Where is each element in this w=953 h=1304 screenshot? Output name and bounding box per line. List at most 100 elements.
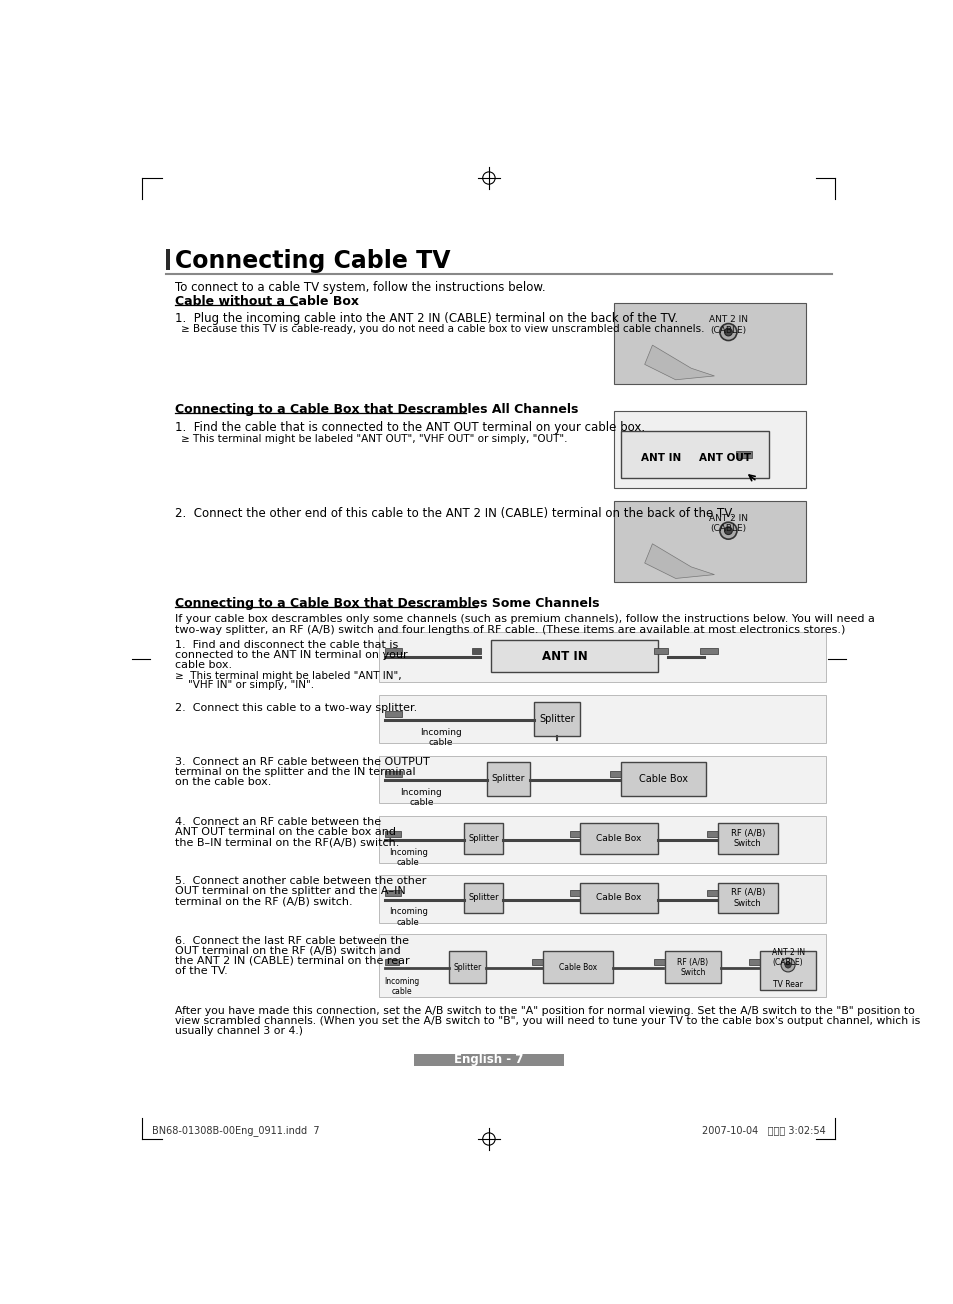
- Text: Incoming
cable: Incoming cable: [389, 908, 427, 927]
- Text: Splitter: Splitter: [468, 835, 498, 844]
- Text: TV Rear: TV Rear: [772, 981, 802, 990]
- Text: Splitter: Splitter: [538, 713, 575, 724]
- Circle shape: [723, 329, 732, 336]
- Text: To connect to a cable TV system, follow the instructions below.: To connect to a cable TV system, follow …: [174, 282, 545, 295]
- Bar: [706, 831, 717, 837]
- Text: on the cable box.: on the cable box.: [174, 777, 272, 788]
- Circle shape: [723, 527, 732, 535]
- Text: ≥ This terminal might be labeled "ANT OUT", "VHF OUT" or simply, "OUT".: ≥ This terminal might be labeled "ANT OU…: [181, 434, 567, 443]
- Text: Splitter: Splitter: [453, 962, 481, 971]
- Text: terminal on the RF (A/B) switch.: terminal on the RF (A/B) switch.: [174, 896, 353, 906]
- Bar: [378, 632, 825, 682]
- Text: Incoming
cable: Incoming cable: [384, 977, 419, 996]
- Text: ANT 2 IN
(CABLE): ANT 2 IN (CABLE): [771, 948, 803, 968]
- Bar: [414, 1054, 563, 1065]
- Text: English - 7: English - 7: [454, 1054, 523, 1067]
- Text: 4.  Connect an RF cable between the: 4. Connect an RF cable between the: [174, 818, 381, 827]
- Bar: [542, 951, 612, 983]
- Text: connected to the ANT IN terminal on your: connected to the ANT IN terminal on your: [174, 651, 407, 660]
- Bar: [534, 702, 579, 735]
- Text: ANT 2 IN
(CABLE): ANT 2 IN (CABLE): [708, 316, 747, 335]
- Bar: [385, 891, 400, 896]
- Circle shape: [784, 962, 790, 968]
- Text: 2007-10-04   オーバ 3:02:54: 2007-10-04 オーバ 3:02:54: [701, 1125, 825, 1136]
- Text: ANT IN: ANT IN: [640, 452, 680, 463]
- Text: BN68-01308B-00Eng_0911.indd  7: BN68-01308B-00Eng_0911.indd 7: [152, 1125, 319, 1136]
- Bar: [378, 755, 825, 803]
- Bar: [532, 958, 542, 965]
- Bar: [760, 951, 815, 990]
- Bar: [579, 823, 658, 854]
- Text: Connecting Cable TV: Connecting Cable TV: [174, 249, 450, 273]
- Text: ≥ Because this TV is cable-ready, you do not need a cable box to view unscramble: ≥ Because this TV is cable-ready, you do…: [181, 325, 704, 334]
- Circle shape: [720, 522, 736, 539]
- Text: "VHF IN" or simply, "IN".: "VHF IN" or simply, "IN".: [174, 681, 314, 690]
- Text: Cable Box: Cable Box: [596, 893, 641, 902]
- Circle shape: [781, 958, 794, 971]
- Text: RF (A/B)
Switch: RF (A/B) Switch: [677, 957, 707, 977]
- Text: 1.  Find the cable that is connected to the ANT OUT terminal on your cable box.: 1. Find the cable that is connected to t…: [174, 421, 644, 434]
- Bar: [378, 934, 825, 998]
- Bar: [717, 883, 778, 913]
- Bar: [736, 451, 751, 458]
- Text: 1.  Find and disconnect the cable that is: 1. Find and disconnect the cable that is: [174, 640, 398, 649]
- Bar: [717, 823, 778, 854]
- Text: RF (A/B)
Switch: RF (A/B) Switch: [730, 829, 764, 849]
- Bar: [378, 875, 825, 923]
- Text: Cable Box: Cable Box: [639, 773, 687, 784]
- Text: Incoming
cable: Incoming cable: [419, 728, 461, 747]
- Bar: [385, 711, 402, 717]
- Bar: [664, 951, 720, 983]
- Text: After you have made this connection, set the A/B switch to the "A" position for : After you have made this connection, set…: [174, 1005, 914, 1016]
- Text: ≥  This terminal might be labeled "ANT IN",: ≥ This terminal might be labeled "ANT IN…: [174, 670, 401, 681]
- Bar: [385, 771, 402, 777]
- Text: usually channel 3 or 4.): usually channel 3 or 4.): [174, 1026, 303, 1035]
- Text: Splitter: Splitter: [468, 893, 498, 902]
- Text: OUT terminal on the RF (A/B) switch and: OUT terminal on the RF (A/B) switch and: [174, 945, 400, 956]
- Text: 2.  Connect this cable to a two-way splitter.: 2. Connect this cable to a two-way split…: [174, 703, 416, 713]
- Text: Cable without a Cable Box: Cable without a Cable Box: [174, 295, 358, 308]
- Bar: [706, 891, 717, 896]
- Text: Cable Box: Cable Box: [596, 835, 641, 844]
- Bar: [700, 648, 717, 653]
- Bar: [385, 648, 402, 653]
- Text: of the TV.: of the TV.: [174, 966, 228, 975]
- Text: 3.  Connect an RF cable between the OUTPUT: 3. Connect an RF cable between the OUTPU…: [174, 758, 430, 767]
- Text: 6.  Connect the last RF cable between the: 6. Connect the last RF cable between the: [174, 936, 409, 945]
- Bar: [569, 891, 579, 896]
- Polygon shape: [644, 346, 714, 379]
- Text: ANT OUT: ANT OUT: [699, 452, 750, 463]
- Bar: [748, 958, 760, 965]
- Bar: [579, 883, 658, 913]
- Bar: [620, 762, 705, 795]
- Text: the B–IN terminal on the RF(A/B) switch.: the B–IN terminal on the RF(A/B) switch.: [174, 837, 399, 848]
- Bar: [385, 831, 400, 837]
- Bar: [654, 648, 667, 653]
- Text: Incoming
cable: Incoming cable: [400, 788, 442, 807]
- Bar: [620, 430, 768, 479]
- Text: two-way splitter, an RF (A/B) switch and four lengths of RF cable. (These items : two-way splitter, an RF (A/B) switch and…: [174, 625, 844, 635]
- Text: 2.  Connect the other end of this cable to the ANT 2 IN (CABLE) terminal on the : 2. Connect the other end of this cable t…: [174, 507, 734, 520]
- Text: the ANT 2 IN (CABLE) terminal on the rear: the ANT 2 IN (CABLE) terminal on the rea…: [174, 956, 409, 966]
- Text: If your cable box descrambles only some channels (such as premium channels), fol: If your cable box descrambles only some …: [174, 614, 874, 623]
- Text: ANT IN: ANT IN: [541, 649, 587, 662]
- Text: OUT terminal on the splitter and the A–IN: OUT terminal on the splitter and the A–I…: [174, 887, 405, 896]
- Text: ANT 2 IN
(CABLE): ANT 2 IN (CABLE): [708, 514, 747, 533]
- Bar: [613, 502, 805, 583]
- Bar: [654, 958, 664, 965]
- Bar: [609, 771, 620, 777]
- Bar: [569, 831, 579, 837]
- Text: RF (A/B)
Switch: RF (A/B) Switch: [730, 888, 764, 908]
- Text: 1.  Plug the incoming cable into the ANT 2 IN (CABLE) terminal on the back of th: 1. Plug the incoming cable into the ANT …: [174, 312, 678, 325]
- Polygon shape: [644, 544, 714, 579]
- Bar: [491, 640, 658, 673]
- Text: ANT OUT terminal on the cable box and: ANT OUT terminal on the cable box and: [174, 827, 395, 837]
- Bar: [464, 823, 502, 854]
- Text: view scrambled channels. (When you set the A/B switch to "B", you will need to t: view scrambled channels. (When you set t…: [174, 1016, 920, 1026]
- Text: cable box.: cable box.: [174, 660, 232, 670]
- Bar: [378, 695, 825, 743]
- Bar: [487, 762, 530, 795]
- Text: Connecting to a Cable Box that Descrambles Some Channels: Connecting to a Cable Box that Descrambl…: [174, 597, 598, 610]
- Text: Splitter: Splitter: [491, 775, 524, 784]
- Bar: [166, 249, 170, 270]
